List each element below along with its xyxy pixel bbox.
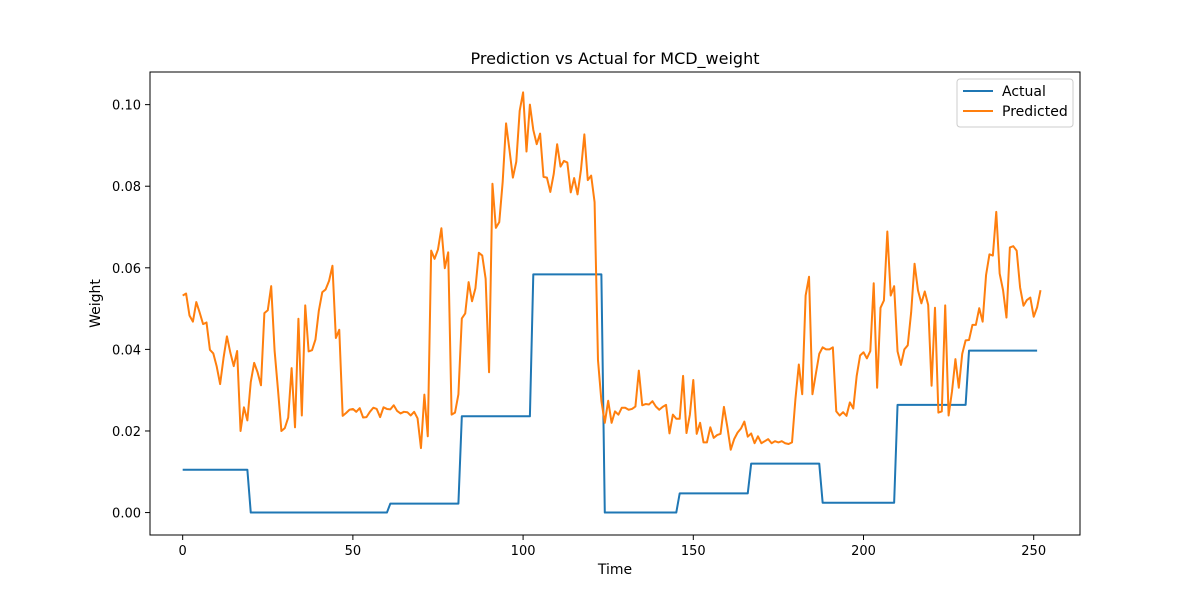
chart-title: Prediction vs Actual for MCD_weight bbox=[471, 49, 760, 69]
series-line-predicted bbox=[182, 91, 1042, 451]
legend-label-predicted: Predicted bbox=[1002, 104, 1068, 120]
y-tick-label: 0.06 bbox=[112, 262, 141, 277]
y-tick-label: 0.02 bbox=[112, 425, 141, 440]
x-tick-label: 0 bbox=[179, 544, 187, 559]
y-axis: 0.00 0.02 0.04 0.06 0.08 0.10 bbox=[112, 99, 150, 522]
y-tick-label: 0.08 bbox=[112, 180, 141, 195]
x-tick-label: 50 bbox=[345, 544, 362, 559]
legend: Actual Predicted bbox=[956, 78, 1074, 128]
plot-lines bbox=[182, 91, 1042, 514]
y-axis-label: Weight bbox=[88, 279, 104, 328]
series-line-actual bbox=[182, 273, 1038, 514]
x-tick-label: 100 bbox=[511, 544, 536, 559]
x-tick-label: 200 bbox=[851, 544, 876, 559]
x-tick-label: 250 bbox=[1021, 544, 1046, 559]
y-tick-label: 0.00 bbox=[112, 507, 141, 522]
y-tick-label: 0.04 bbox=[112, 343, 141, 358]
legend-label-actual: Actual bbox=[1002, 84, 1046, 100]
x-axis-label: Time bbox=[597, 562, 632, 578]
plot-frame bbox=[149, 71, 1081, 536]
x-axis: 0 50 100 150 200 250 bbox=[179, 535, 1046, 559]
y-tick-label: 0.10 bbox=[112, 99, 141, 114]
x-tick-label: 150 bbox=[681, 544, 706, 559]
